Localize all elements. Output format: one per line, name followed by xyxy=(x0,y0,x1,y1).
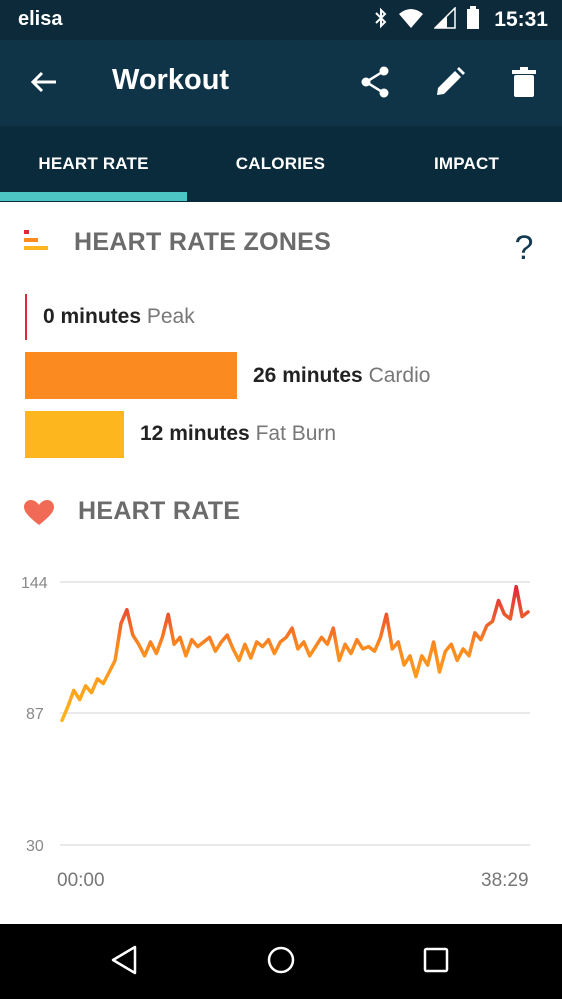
wifi-icon xyxy=(398,7,424,34)
nav-recents-button[interactable] xyxy=(412,938,460,986)
heart-rate-chart: 144 87 30 xyxy=(21,575,530,855)
nav-home-button[interactable] xyxy=(257,938,305,986)
heart-rate-series-line xyxy=(60,584,530,723)
clock: 15:31 xyxy=(494,8,548,31)
zone-bar-cardio xyxy=(25,352,237,399)
triangle-back-icon xyxy=(110,945,138,980)
edit-button[interactable] xyxy=(426,60,474,108)
tab-heart-rate[interactable]: HEART RATE xyxy=(38,154,149,173)
zone-peak-minutes: 0 minutes xyxy=(43,305,142,328)
zone-bar-peak xyxy=(25,294,27,340)
zone-cardio-minutes: 26 minutes xyxy=(253,364,363,387)
y-tick-87: 87 xyxy=(26,706,44,723)
zone-peak-label: 0 minutes Peak xyxy=(43,305,195,329)
status-bar: elisa 15:31 xyxy=(0,0,562,40)
battery-icon xyxy=(466,5,480,35)
delete-button[interactable] xyxy=(500,60,548,108)
tab-impact[interactable]: IMPACT xyxy=(433,154,500,173)
tab-bar: HEART RATE CALORIES IMPACT xyxy=(0,126,562,202)
zones-bars-icon xyxy=(24,230,50,257)
y-tick-144: 144 xyxy=(21,575,48,592)
zone-cardio-label: 26 minutes Cardio xyxy=(253,364,430,388)
edit-pencil-icon xyxy=(435,66,465,102)
zone-fat-burn-minutes: 12 minutes xyxy=(140,422,250,445)
tab-calories[interactable]: CALORIES xyxy=(235,154,326,173)
zone-peak-name: Peak xyxy=(146,305,195,328)
back-arrow-icon xyxy=(30,70,58,99)
active-tab-indicator xyxy=(0,192,187,201)
zone-fat-burn-label: 12 minutes Fat Burn xyxy=(140,422,336,446)
nav-back-button[interactable] xyxy=(100,938,148,986)
share-icon xyxy=(360,66,390,103)
share-button[interactable] xyxy=(351,60,399,108)
heart-icon xyxy=(24,500,54,531)
zone-fat-burn-name: Fat Burn xyxy=(255,422,337,445)
signal-icon xyxy=(433,5,457,34)
square-recents-icon xyxy=(422,946,450,979)
back-button[interactable] xyxy=(20,60,68,108)
y-tick-30: 30 xyxy=(26,838,44,855)
system-nav-bar xyxy=(0,924,562,999)
zones-help-button[interactable]: ? xyxy=(514,229,534,267)
heart-rate-title: HEART RATE xyxy=(78,497,241,525)
zone-bar-fat-burn xyxy=(25,411,124,458)
page-title: Workout xyxy=(112,64,230,96)
delete-trash-icon xyxy=(512,66,536,102)
zones-title: HEART RATE ZONES xyxy=(74,228,332,256)
app-bar: Workout xyxy=(0,40,562,126)
x-tick-start: 00:00 xyxy=(57,870,105,891)
status-icons: 15:31 xyxy=(374,5,548,35)
circle-home-icon xyxy=(266,945,296,980)
x-tick-end: 38:29 xyxy=(481,870,529,891)
zone-cardio-name: Cardio xyxy=(368,364,431,387)
carrier-name: elisa xyxy=(18,8,63,30)
bluetooth-icon xyxy=(374,6,388,35)
